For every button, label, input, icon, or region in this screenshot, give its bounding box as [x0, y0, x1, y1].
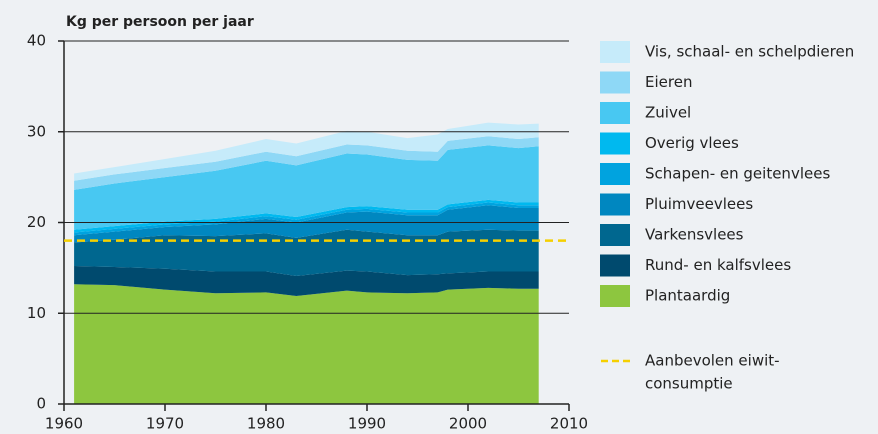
legend-label: Pluimveevlees — [645, 195, 753, 213]
area — [74, 202, 539, 236]
y-tick-label: 20 — [27, 213, 46, 231]
y-tick-label: 0 — [36, 395, 46, 413]
y-axis-label: Kg per persoon per jaar — [66, 14, 254, 30]
x-tick-label: 1980 — [247, 415, 285, 433]
y-tick-label: 40 — [27, 32, 46, 50]
legend-swatch — [600, 224, 630, 246]
x-tick-label: 2000 — [449, 415, 487, 433]
area — [74, 205, 539, 243]
legend-swatch — [600, 163, 630, 185]
x-tick-label: 1990 — [348, 415, 386, 433]
legend-label: Zuivel — [645, 104, 691, 122]
legend-label: Schapen- en geitenvlees — [645, 165, 830, 183]
area — [74, 122, 539, 181]
legend-label: Vis, schaal- en schelpdieren — [645, 43, 854, 61]
area — [74, 136, 539, 190]
legend-label: Rund- en kalfsvlees — [645, 256, 791, 274]
x-tick-label: 2010 — [550, 415, 588, 433]
legend-label: Aanbevolen eiwit- — [645, 352, 780, 370]
legend-label: Plantaardig — [645, 287, 730, 305]
area — [74, 199, 539, 233]
area — [74, 266, 539, 297]
legend-swatch — [600, 41, 630, 63]
legend-label: Varkensvlees — [645, 226, 744, 244]
legend-swatch — [600, 193, 630, 216]
legend-label: consumptie — [645, 375, 733, 393]
area — [74, 284, 539, 404]
area — [74, 145, 539, 230]
x-tick-label: 1970 — [146, 415, 184, 433]
legend-swatch — [600, 71, 630, 94]
legend-swatch — [600, 285, 630, 307]
x-tick-label: 1960 — [45, 415, 83, 433]
y-tick-label: 30 — [27, 122, 46, 140]
legend-swatch — [600, 102, 630, 124]
legend-label: Overig vlees — [645, 134, 739, 152]
legend-label: Eieren — [645, 73, 692, 91]
legend-swatch — [600, 254, 630, 277]
legend-swatch — [600, 132, 630, 155]
y-tick-label: 10 — [27, 304, 46, 322]
